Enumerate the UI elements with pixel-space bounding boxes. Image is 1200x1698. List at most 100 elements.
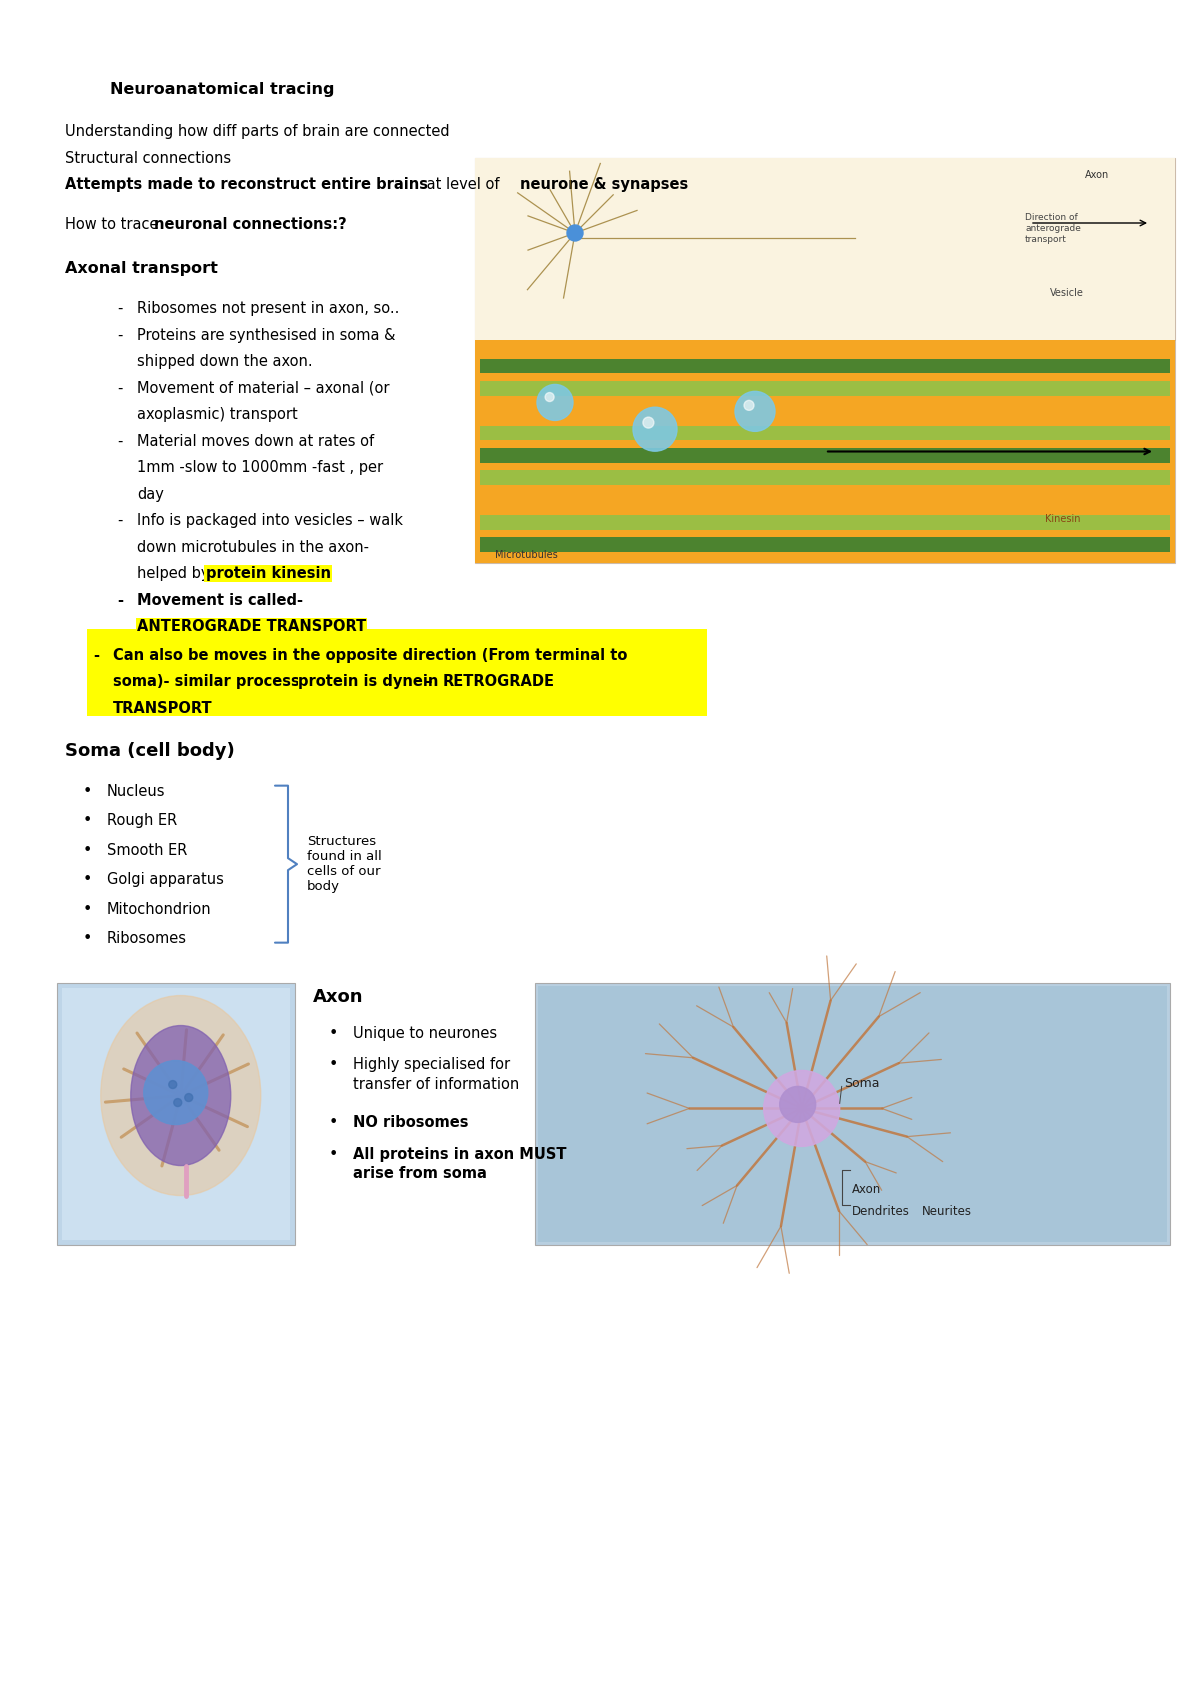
Text: Smooth ER: Smooth ER <box>107 842 187 857</box>
FancyBboxPatch shape <box>538 985 1166 1241</box>
Ellipse shape <box>101 995 260 1195</box>
Circle shape <box>185 1094 193 1102</box>
Text: TRANSPORT: TRANSPORT <box>113 701 212 715</box>
Text: Vesicle: Vesicle <box>1050 289 1084 299</box>
FancyBboxPatch shape <box>480 358 1170 374</box>
Circle shape <box>538 384 574 421</box>
Circle shape <box>174 1099 181 1107</box>
FancyBboxPatch shape <box>480 448 1170 462</box>
Text: How to trace: How to trace <box>65 217 163 233</box>
Text: RETROGRADE: RETROGRADE <box>443 674 554 689</box>
FancyBboxPatch shape <box>475 158 1175 564</box>
Text: down microtubules in the axon-: down microtubules in the axon- <box>137 540 370 555</box>
FancyBboxPatch shape <box>480 492 1170 508</box>
Ellipse shape <box>131 1026 230 1165</box>
Text: •: • <box>329 1146 338 1161</box>
Text: protein is dynein: protein is dynein <box>299 674 439 689</box>
Text: Soma: Soma <box>844 1077 880 1090</box>
Text: -: - <box>118 380 122 396</box>
FancyBboxPatch shape <box>480 382 1170 396</box>
Text: •: • <box>83 784 92 798</box>
Circle shape <box>734 391 775 431</box>
Text: Ribosomes: Ribosomes <box>107 931 187 946</box>
Text: protein kinesin: protein kinesin <box>205 565 330 581</box>
Text: -: - <box>118 593 124 608</box>
FancyBboxPatch shape <box>475 340 1175 564</box>
Text: soma)- similar process but: soma)- similar process but <box>113 674 338 689</box>
Text: •: • <box>83 842 92 857</box>
Text: Soma (cell body): Soma (cell body) <box>65 742 235 759</box>
Circle shape <box>568 226 583 241</box>
Circle shape <box>744 401 754 411</box>
FancyBboxPatch shape <box>480 537 1170 552</box>
Text: at level of: at level of <box>422 177 504 192</box>
FancyBboxPatch shape <box>62 988 290 1240</box>
Text: Movement is called-: Movement is called- <box>137 593 302 608</box>
Text: •: • <box>83 931 92 946</box>
Text: Movement of material – axonal (or: Movement of material – axonal (or <box>137 380 390 396</box>
Text: -: - <box>118 433 122 448</box>
Text: Golgi apparatus: Golgi apparatus <box>107 873 224 886</box>
Circle shape <box>169 1080 176 1088</box>
Text: •: • <box>83 873 92 886</box>
Text: Rough ER: Rough ER <box>107 813 178 829</box>
FancyBboxPatch shape <box>88 628 707 717</box>
Text: -: - <box>118 328 122 343</box>
Text: Ribosomes not present in axon, so..: Ribosomes not present in axon, so.. <box>137 301 400 316</box>
Circle shape <box>763 1070 840 1146</box>
Text: Axonal transport: Axonal transport <box>65 261 218 277</box>
Text: neurone & synapses: neurone & synapses <box>520 177 689 192</box>
Text: Highly specialised for
transfer of information: Highly specialised for transfer of infor… <box>353 1058 520 1092</box>
Text: -: - <box>94 647 98 662</box>
Text: Structural connections: Structural connections <box>65 151 232 165</box>
Text: shipped down the axon.: shipped down the axon. <box>137 353 313 368</box>
Text: •: • <box>83 813 92 829</box>
Text: •: • <box>329 1058 338 1071</box>
Text: Attempts made to reconstruct entire brains: Attempts made to reconstruct entire brai… <box>65 177 428 192</box>
Text: Neuroanatomical tracing: Neuroanatomical tracing <box>110 82 335 97</box>
Text: 1mm -slow to 1000mm -fast , per: 1mm -slow to 1000mm -fast , per <box>137 460 383 475</box>
Text: Axon: Axon <box>1085 170 1109 180</box>
Text: neuronal connections:?: neuronal connections:? <box>155 217 347 233</box>
Text: Dendrites: Dendrites <box>852 1206 910 1219</box>
Text: Kinesin: Kinesin <box>1045 514 1080 525</box>
Text: •: • <box>83 902 92 917</box>
Text: Neurites: Neurites <box>922 1206 972 1219</box>
Text: NO ribosomes: NO ribosomes <box>353 1116 468 1131</box>
Circle shape <box>643 418 654 428</box>
Text: Material moves down at rates of: Material moves down at rates of <box>137 433 374 448</box>
Text: Can also be moves in the opposite direction (From terminal to: Can also be moves in the opposite direct… <box>113 647 628 662</box>
Circle shape <box>634 408 677 452</box>
Text: -: - <box>118 513 122 528</box>
Text: helped by: helped by <box>137 565 214 581</box>
Text: •: • <box>329 1116 338 1131</box>
Text: Direction of
anterograde
transport: Direction of anterograde transport <box>1025 212 1081 245</box>
Text: Nucleus: Nucleus <box>107 784 166 798</box>
FancyBboxPatch shape <box>480 404 1170 418</box>
Text: Understanding how diff parts of brain are connected: Understanding how diff parts of brain ar… <box>65 124 450 139</box>
FancyBboxPatch shape <box>535 983 1170 1245</box>
Text: All proteins in axon MUST
arise from soma: All proteins in axon MUST arise from som… <box>353 1146 566 1182</box>
Text: Microtubules: Microtubules <box>496 550 558 560</box>
Text: Axon: Axon <box>852 1184 881 1197</box>
FancyBboxPatch shape <box>480 426 1170 440</box>
Text: -: - <box>118 301 122 316</box>
Text: •: • <box>329 1026 338 1041</box>
FancyBboxPatch shape <box>480 470 1170 486</box>
FancyBboxPatch shape <box>475 158 1175 340</box>
Text: Proteins are synthesised in soma &: Proteins are synthesised in soma & <box>137 328 396 343</box>
Circle shape <box>545 392 554 401</box>
Text: Axon: Axon <box>313 988 364 1005</box>
Text: Mitochondrion: Mitochondrion <box>107 902 211 917</box>
Text: day: day <box>137 487 164 501</box>
FancyBboxPatch shape <box>480 514 1170 530</box>
Text: Info is packaged into vesicles – walk: Info is packaged into vesicles – walk <box>137 513 403 528</box>
FancyBboxPatch shape <box>58 983 295 1245</box>
Text: –: – <box>420 674 438 689</box>
Text: ANTEROGRADE TRANSPORT: ANTEROGRADE TRANSPORT <box>137 620 366 633</box>
Text: axoplasmic) transport: axoplasmic) transport <box>137 408 298 423</box>
Text: Structures
found in all
cells of our
body: Structures found in all cells of our bod… <box>307 835 382 893</box>
Circle shape <box>780 1087 816 1122</box>
Circle shape <box>144 1061 208 1124</box>
Text: Unique to neurones: Unique to neurones <box>353 1026 497 1041</box>
